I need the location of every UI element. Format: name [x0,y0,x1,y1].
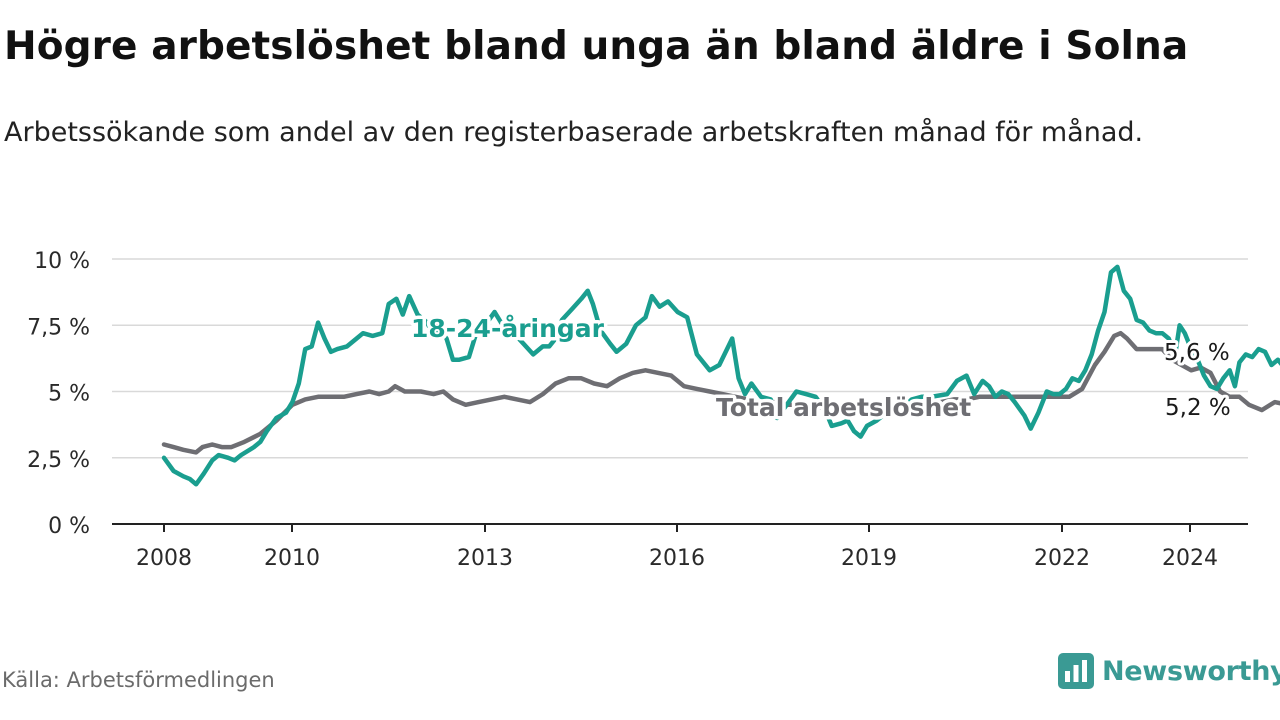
x-tick-label: 2010 [264,546,320,571]
end-label-total: 5,2 % [1165,395,1231,421]
y-tick-label: 0 % [48,514,90,539]
source-note: Källa: Arbetsförmedlingen [2,668,275,692]
series-label-youth: 18-24-åringar [411,314,605,343]
series-label-youth-halo: 18-24-åringar [411,314,605,343]
series-label-total-halo: Total arbetslöshet [716,393,971,422]
x-tick-label: 2024 [1162,546,1218,571]
series-label-total: Total arbetslöshet [716,393,971,422]
chart-subtitle: Arbetssökande som andel av den registerb… [4,117,1144,148]
end-label-youth: 5,6 % [1164,340,1230,366]
x-tick-label: 2019 [841,546,897,571]
y-tick-label: 10 % [34,249,90,274]
y-tick-label: 7,5 % [27,315,90,340]
end-label-total-halo: 5,2 % [1165,395,1231,421]
x-tick-label: 2016 [649,546,705,571]
y-tick-label: 5 % [48,382,90,407]
x-tick-label: 2022 [1034,546,1090,571]
brand-name: Newsworthy [1102,655,1280,687]
y-tick-label: 2,5 % [27,448,90,473]
x-tick-label: 2013 [457,546,513,571]
end-label-youth-halo: 5,6 % [1164,340,1230,366]
brand[interactable]: Newsworthy [1058,653,1280,689]
x-tick-label: 2008 [136,546,192,571]
series-line-youth [161,264,1280,487]
chart-title: Högre arbetslöshet bland unga än bland ä… [4,24,1189,69]
newsworthy-logo-icon [1058,653,1094,689]
